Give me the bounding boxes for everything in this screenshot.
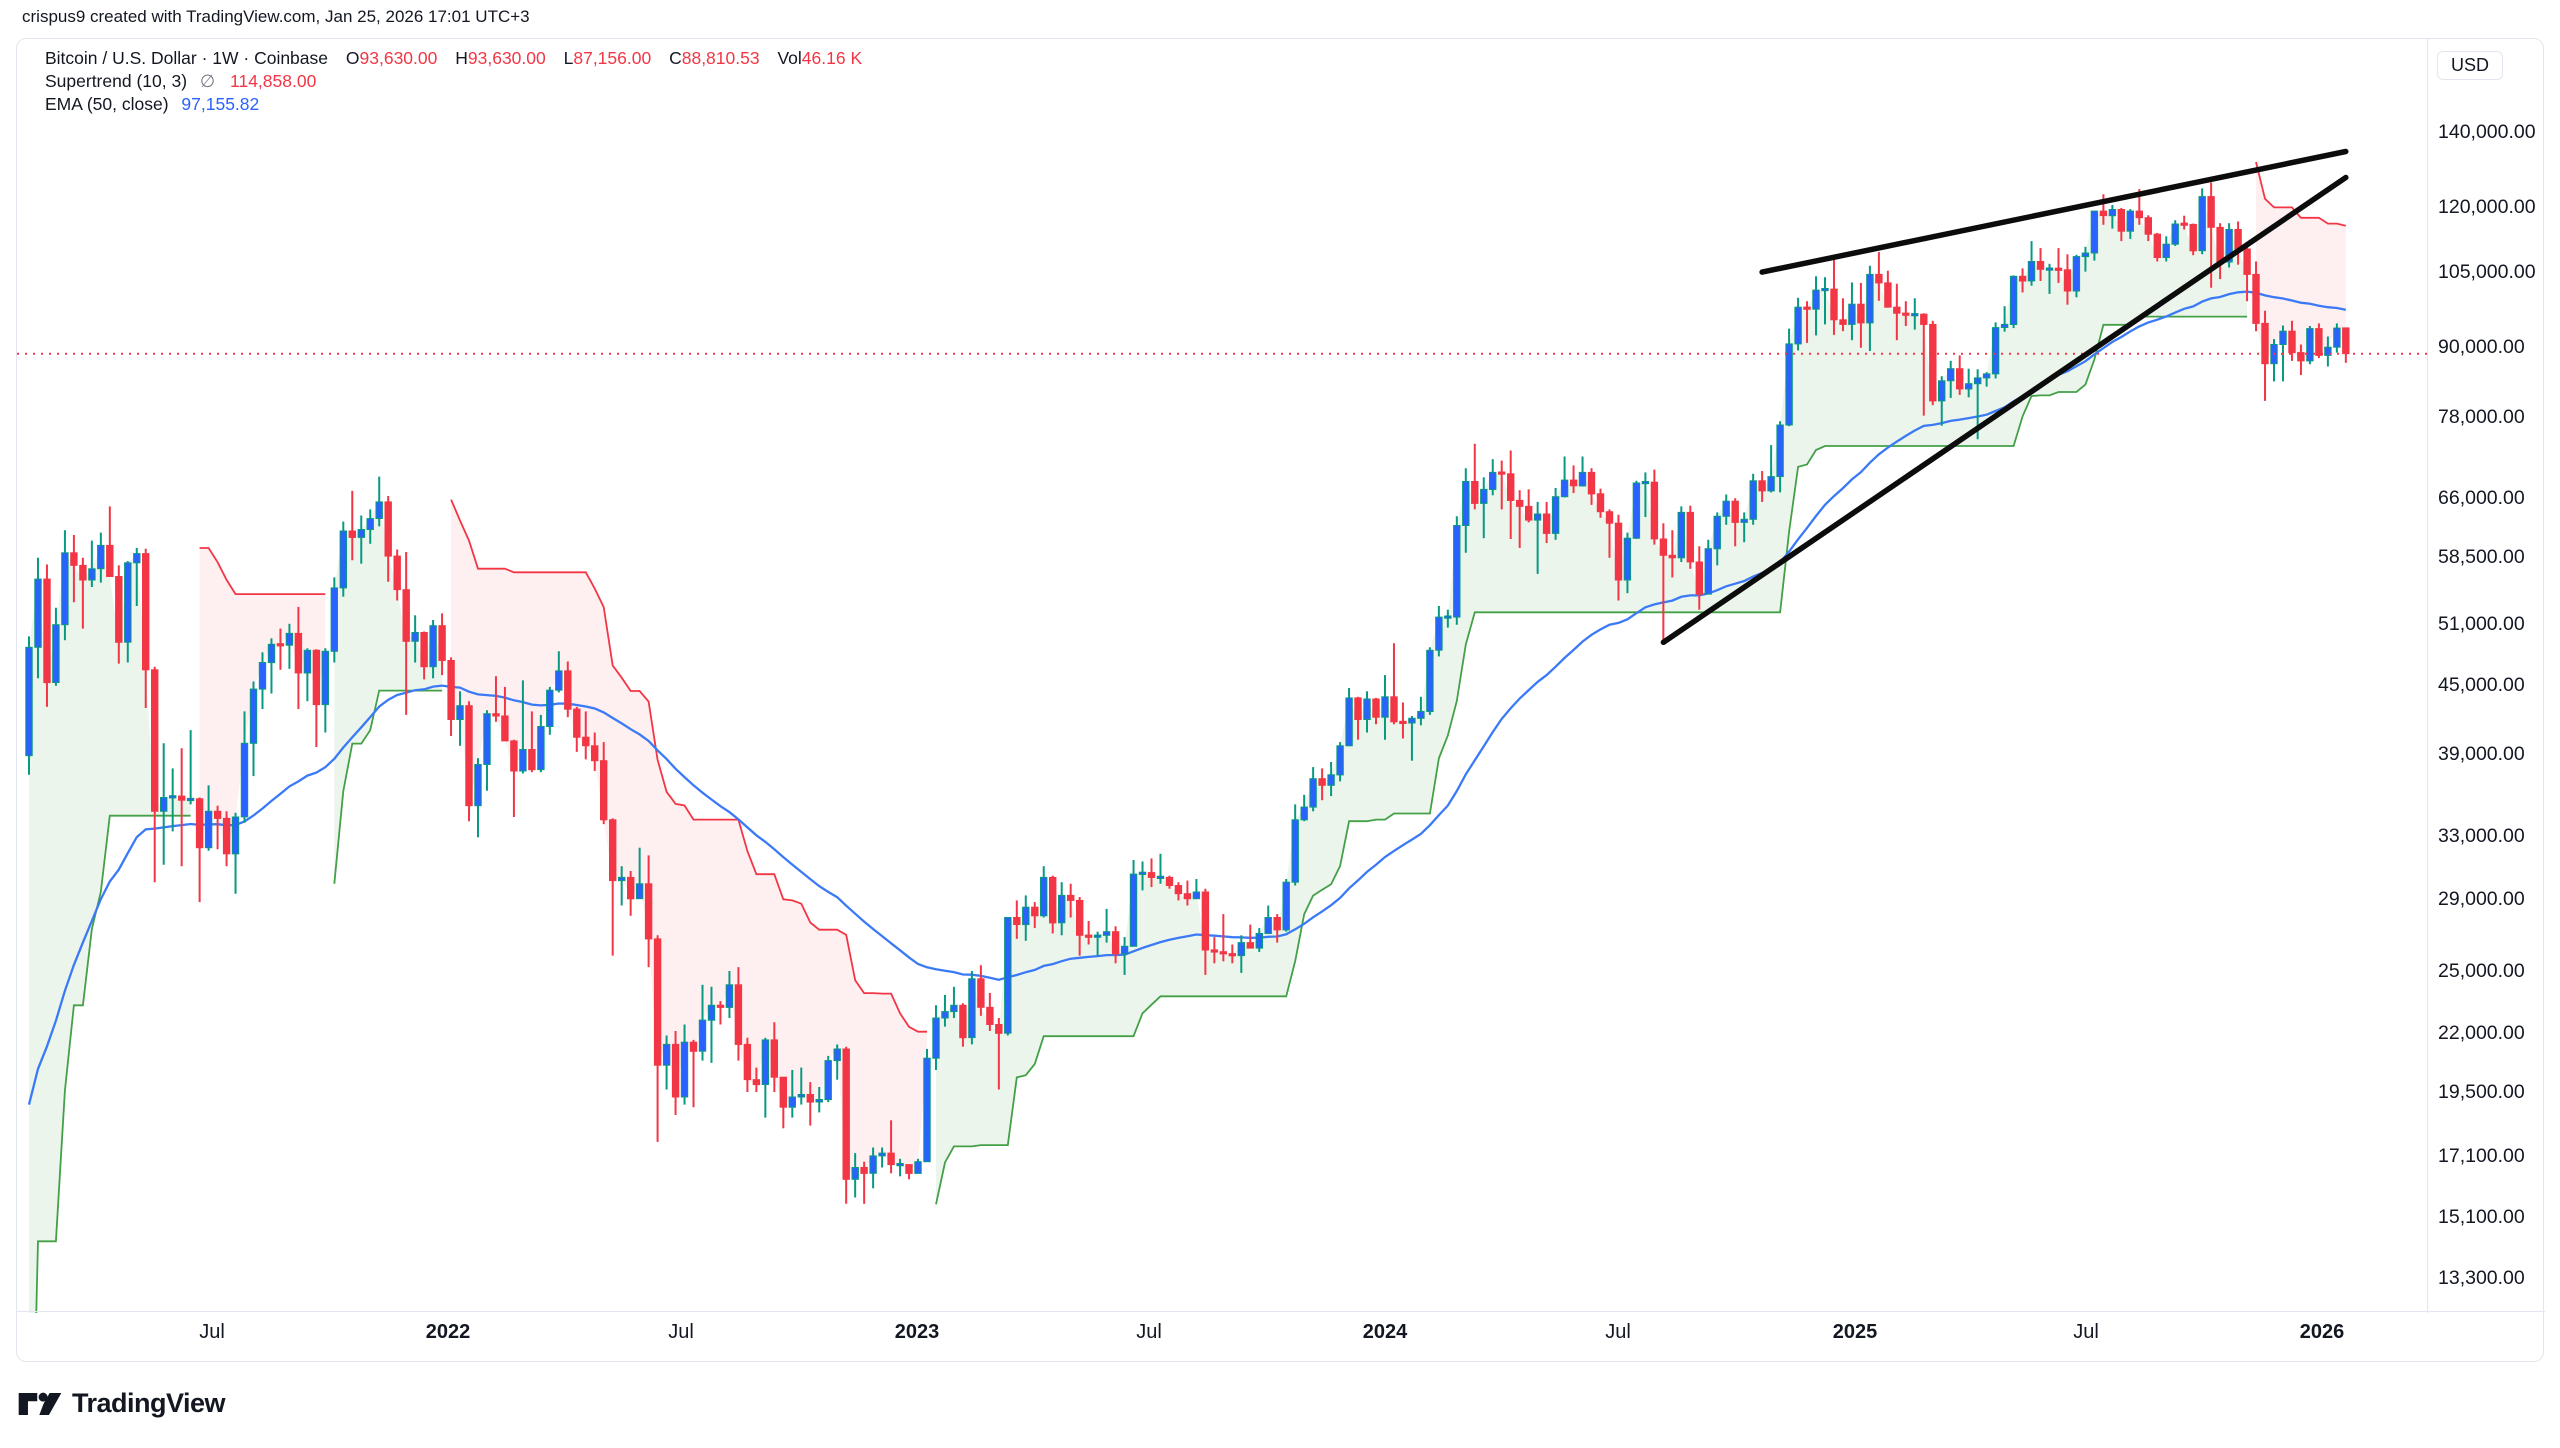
ema-line — [27, 290, 2347, 1105]
price-chart[interactable] — [17, 39, 2429, 1313]
brand-name: TradingView — [72, 1388, 226, 1418]
legend-ema-row: EMA (50, close) 97,155.82 — [45, 93, 862, 116]
supertrend-fill-layer — [29, 162, 2346, 1313]
lower-rising-trendline — [1660, 174, 2349, 646]
chart-legend: Bitcoin / U.S. Dollar · 1W · Coinbase O9… — [45, 47, 862, 116]
time-axis-month-label: Jul — [199, 1321, 225, 1343]
price-axis-label: 78,000.00 — [2438, 405, 2525, 428]
time-axis-year-label: 2022 — [425, 1321, 471, 1343]
time-axis-year-label: 2025 — [1832, 1321, 1878, 1343]
price-axis-label: 33,000.00 — [2438, 824, 2525, 847]
chart-card: Bitcoin / U.S. Dollar · 1W · Coinbase O9… — [16, 38, 2545, 1362]
price-axis-label: 15,100.00 — [2438, 1205, 2525, 1228]
tradingview-logo-icon[interactable] — [18, 1390, 62, 1418]
price-axis-label: 25,000.00 — [2438, 959, 2525, 982]
supertrend-label: Supertrend (10, 3) — [45, 71, 188, 91]
price-axis-label: 19,500.00 — [2438, 1080, 2525, 1103]
time-axis[interactable]: Jul 2022 Jul 2023 Jul 2024 Jul 2025 Jul 2026 — [17, 1311, 2545, 1361]
price-axis-label: 51,000.00 — [2438, 612, 2525, 635]
volume-readout: Vol46.16 K — [777, 48, 863, 68]
price-axis-label: 29,000.00 — [2438, 887, 2525, 910]
price-axis-label: 105,000.00 — [2438, 261, 2536, 284]
price-axis-label: 58,500.00 — [2438, 545, 2525, 568]
currency-label: USD — [2437, 51, 2504, 80]
price-axis-label: 39,000.00 — [2438, 743, 2525, 766]
ohlc-high: H93,630.00 — [455, 48, 546, 68]
price-axis-label: 17,100.00 — [2438, 1144, 2525, 1167]
price-axis-label: 90,000.00 — [2438, 336, 2525, 359]
footer: TradingView — [18, 1388, 226, 1419]
price-axis-label: 22,000.00 — [2438, 1022, 2525, 1045]
supertrend-value: 114,858.00 — [230, 71, 317, 91]
legend-symbol-row: Bitcoin / U.S. Dollar · 1W · Coinbase O9… — [45, 47, 862, 70]
attribution-text: crispus9 created with TradingView.com, J… — [22, 7, 530, 26]
supertrend-source-icon: ∅ — [199, 71, 216, 91]
time-axis-year-label: 2024 — [1362, 1321, 1408, 1343]
price-axis-label: 140,000.00 — [2438, 121, 2536, 143]
time-axis-month-label: Jul — [2073, 1321, 2099, 1343]
ohlc-low: L87,156.00 — [563, 48, 652, 68]
price-axis-label: 66,000.00 — [2438, 487, 2525, 510]
time-axis-year-label: 2026 — [2299, 1321, 2345, 1343]
time-axis-month-label: Jul — [668, 1321, 694, 1343]
price-axis-label: 120,000.00 — [2438, 196, 2536, 219]
ema-value: 97,155.82 — [181, 94, 260, 114]
time-axis-month-label: Jul — [1136, 1321, 1162, 1343]
legend-supertrend-row: Supertrend (10, 3) ∅ 114,858.00 — [45, 70, 862, 93]
upper-rising-trendline — [1759, 148, 2349, 275]
time-axis-month-label: Jul — [1605, 1321, 1631, 1343]
price-axis[interactable]: USD 140,000.00 120,000.00 105,000.00 90,000… — [2427, 39, 2543, 1313]
price-axis-label: 45,000.00 — [2438, 673, 2525, 696]
ohlc-open: O93,630.00 — [345, 48, 438, 68]
ema-label: EMA (50, close) — [45, 94, 169, 114]
price-axis-label: 13,300.00 — [2438, 1267, 2525, 1290]
time-axis-year-label: 2023 — [894, 1321, 940, 1343]
candles-layer — [25, 182, 2350, 1204]
symbol-title: Bitcoin / U.S. Dollar · 1W · Coinbase — [45, 48, 329, 68]
ohlc-close: C88,810.53 — [669, 48, 760, 68]
